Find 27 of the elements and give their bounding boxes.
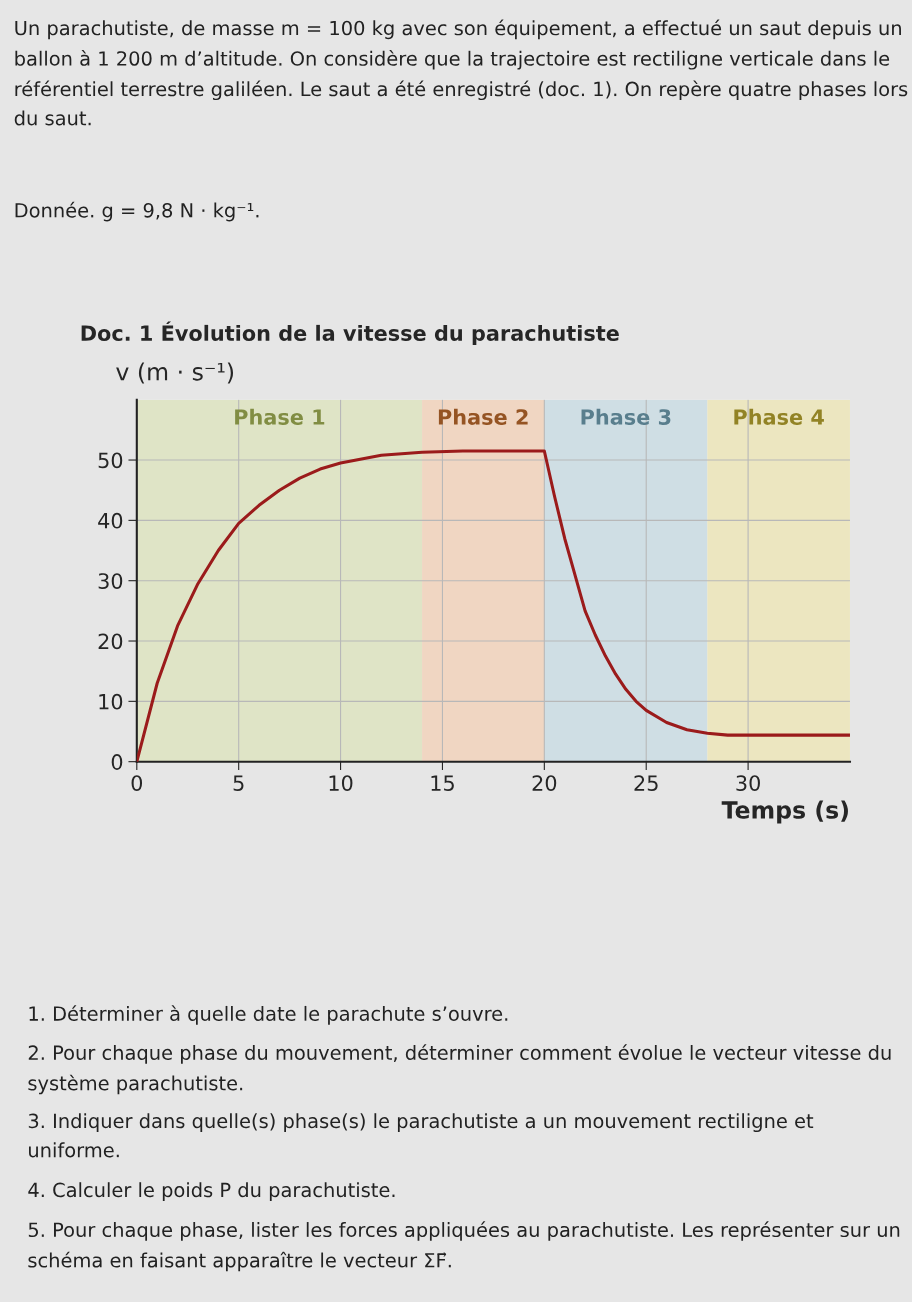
x-tick-label: 10 xyxy=(329,775,353,791)
text: 5. Pour chaque phase, lister les forces appliquées au parachutiste. Les représenter sur un schéma en faisant apparaître le vecteur ΣF⃗. xyxy=(28,1221,900,1272)
chart-title: Doc. 1 Évolution de la vitesse du parachutiste xyxy=(81,321,619,346)
text: 4. Calculer le poids P du parachutiste. xyxy=(28,1182,395,1202)
y-tick-label: 30 xyxy=(98,573,123,589)
y-tick-label: 0 xyxy=(111,754,123,770)
band-label: Phase 4 xyxy=(734,408,824,425)
x-tick-label: 5 xyxy=(233,775,244,791)
text: Donnée. g = 9,8 N · kg⁻¹. xyxy=(15,201,259,222)
y-tick-label: 40 xyxy=(98,512,123,529)
text: 2. Pour chaque phase du mouvement, déterminer comment évolue le vecteur vitesse du système parachutiste. xyxy=(28,1044,891,1095)
x-tick-label: 15 xyxy=(431,775,454,791)
band-label: Phase 3 xyxy=(581,408,671,425)
text: 3. Indiquer dans quelle(s) phase(s) le parachutiste a un mouvement rectiligne et uniforme. xyxy=(28,1113,814,1158)
y-tick-label: 10 xyxy=(99,693,123,710)
x-tick-label: 25 xyxy=(634,775,658,791)
x-axis-title: Temps (s) xyxy=(721,800,848,824)
x-tick-label: 30 xyxy=(736,775,760,791)
x-tick-label: 0 xyxy=(131,775,143,791)
text: 1. Déterminer à quelle date le parachute s’ouvre. xyxy=(29,1005,508,1025)
text: Un parachutiste, de masse m = 100 kg avec son équipement, a effectué un saut depuis un ballon à 1 200 m d’altitude. On considère que la trajectoire est rectiligne verticale dans le référentiel terrestre galiléen. Le saut a été enregistré (doc. 1). On repère quatre phases lors du saut. xyxy=(14,19,908,126)
y-tick-label: 20 xyxy=(98,633,123,650)
band-label: Phase 1 xyxy=(235,408,325,425)
band-label: Phase 2 xyxy=(438,408,528,425)
x-tick-label: 20 xyxy=(532,775,557,791)
y-axis-title: v (m · s⁻¹) xyxy=(116,362,234,384)
y-tick-label: 50 xyxy=(98,452,123,469)
